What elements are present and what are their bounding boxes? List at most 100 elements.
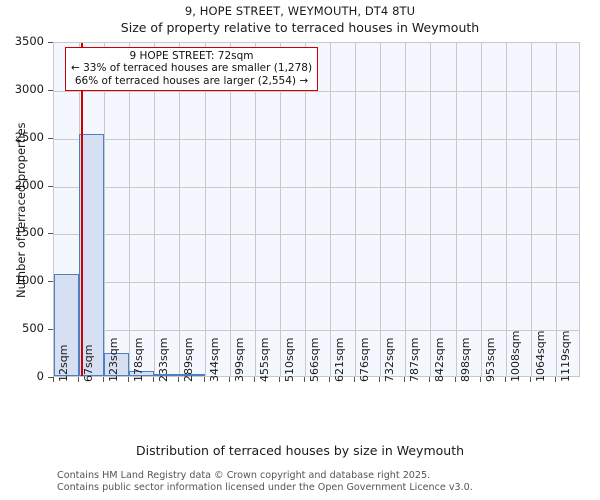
y-axis-tick-mark [48, 377, 53, 378]
x-axis-tick-label: 1064sqm [533, 330, 547, 382]
x-axis-tick-label: 1008sqm [508, 330, 522, 382]
y-axis-tick-label: 3500 [14, 34, 44, 48]
gridline [355, 43, 356, 376]
bar [104, 352, 130, 376]
x-axis-tick-label: 566sqm [307, 337, 321, 382]
footer-attribution: Contains HM Land Registry data © Crown c… [57, 470, 473, 493]
y-axis-tick-label: 0 [36, 369, 44, 383]
x-axis-tick-label: 676sqm [358, 337, 372, 382]
x-axis-tick-mark [53, 377, 54, 382]
footer-line-2: Contains public sector information licen… [57, 481, 473, 493]
annotation-line-3: 66% of terraced houses are larger (2,554… [74, 74, 309, 87]
property-marker-line [81, 43, 84, 376]
gridline [330, 43, 331, 376]
gridline [255, 43, 256, 376]
y-axis-tick-mark [48, 281, 53, 283]
bar [129, 370, 155, 376]
x-axis-tick-mark [153, 377, 155, 382]
gridline [456, 43, 457, 376]
x-axis-tick-mark [454, 377, 456, 382]
gridline [280, 43, 281, 376]
gridline [54, 186, 579, 188]
gridline [405, 43, 406, 376]
bar [154, 374, 180, 376]
y-axis-tick-mark [48, 329, 53, 331]
x-axis-tick-label: 289sqm [182, 337, 196, 382]
x-axis-tick-label: 67sqm [82, 344, 96, 382]
x-axis-tick-label: 842sqm [433, 337, 447, 382]
x-axis-tick-mark [178, 377, 180, 382]
bar [54, 274, 80, 376]
x-axis-tick-mark [554, 377, 556, 382]
y-axis-tick-label: 1000 [14, 273, 44, 288]
y-axis-tick-label: 2500 [14, 129, 44, 144]
y-axis-tick-mark [48, 185, 53, 187]
x-axis-tick-mark [103, 377, 105, 382]
annotation-line-2: ← 33% of terraced houses are smaller (1,… [70, 62, 313, 75]
y-axis-tick-mark [48, 137, 53, 139]
x-axis-tick-mark [379, 377, 381, 382]
y-axis-tick-mark [48, 42, 53, 43]
gridline [54, 90, 579, 92]
x-axis-tick-mark [329, 377, 331, 382]
x-axis-tick-mark [504, 377, 506, 382]
x-axis-tick-mark [203, 377, 205, 382]
gridline [54, 282, 579, 284]
gridline [205, 43, 206, 376]
y-axis-tick-label: 2000 [14, 177, 44, 192]
x-axis-tick-label: 898sqm [458, 337, 472, 382]
x-axis-tick-label: 510sqm [282, 337, 296, 382]
gridline [556, 43, 557, 376]
x-axis-tick-label: 123sqm [107, 337, 121, 382]
plot-area [53, 42, 580, 377]
gridline [531, 43, 532, 376]
gridline [305, 43, 306, 376]
x-axis-tick-mark [354, 377, 356, 382]
x-axis-tick-label: 344sqm [207, 337, 221, 382]
gridline [54, 234, 579, 236]
x-axis-tick-label: 787sqm [408, 337, 422, 382]
gridline [230, 43, 231, 376]
gridline [179, 43, 180, 376]
gridline [430, 43, 431, 376]
y-axis-tick-label: 500 [22, 321, 44, 336]
x-axis-tick-label: 621sqm [333, 337, 347, 382]
gridline [54, 138, 579, 140]
x-axis-tick-mark [78, 377, 80, 382]
annotation-box: 9 HOPE STREET: 72sqm ← 33% of terraced h… [65, 47, 318, 92]
x-axis-tick-label: 732sqm [383, 337, 397, 382]
x-axis-tick-label: 233sqm [157, 337, 171, 382]
x-axis-tick-label: 178sqm [132, 337, 146, 382]
gridline [54, 330, 579, 332]
x-axis-tick-label: 953sqm [483, 337, 497, 382]
x-axis-tick-label: 399sqm [232, 337, 246, 382]
x-axis-tick-label: 455sqm [257, 337, 271, 382]
x-axis-tick-mark [228, 377, 230, 382]
x-axis-tick-mark [303, 377, 305, 382]
x-axis-tick-mark [429, 377, 431, 382]
y-axis-tick-label: 1500 [14, 225, 44, 240]
y-axis-label: Number of terraced properties [14, 121, 28, 298]
chart-title: 9, HOPE STREET, WEYMOUTH, DT4 8TU [184, 4, 416, 18]
bar [179, 374, 205, 376]
footer-line-1: Contains HM Land Registry data © Crown c… [57, 470, 431, 481]
bar-series [54, 43, 579, 376]
x-axis-tick-mark [128, 377, 130, 382]
x-axis-tick-mark [529, 377, 531, 382]
x-axis-tick-mark [404, 377, 406, 382]
annotation-line-1: 9 HOPE STREET: 72sqm [129, 50, 254, 62]
chart-subtitle: Size of property relative to terraced ho… [120, 20, 480, 35]
gridline [506, 43, 507, 376]
y-axis-tick-mark [48, 233, 53, 235]
gridline [104, 43, 105, 376]
y-axis-tick-mark [48, 89, 53, 91]
gridline [380, 43, 381, 376]
gridline [154, 43, 155, 376]
x-axis-tick-mark [479, 377, 481, 382]
x-axis-tick-mark [278, 377, 280, 382]
gridline [129, 43, 130, 376]
x-axis-tick-label: 12sqm [57, 344, 70, 382]
x-axis-tick-mark [253, 377, 255, 382]
gridline [481, 43, 482, 376]
